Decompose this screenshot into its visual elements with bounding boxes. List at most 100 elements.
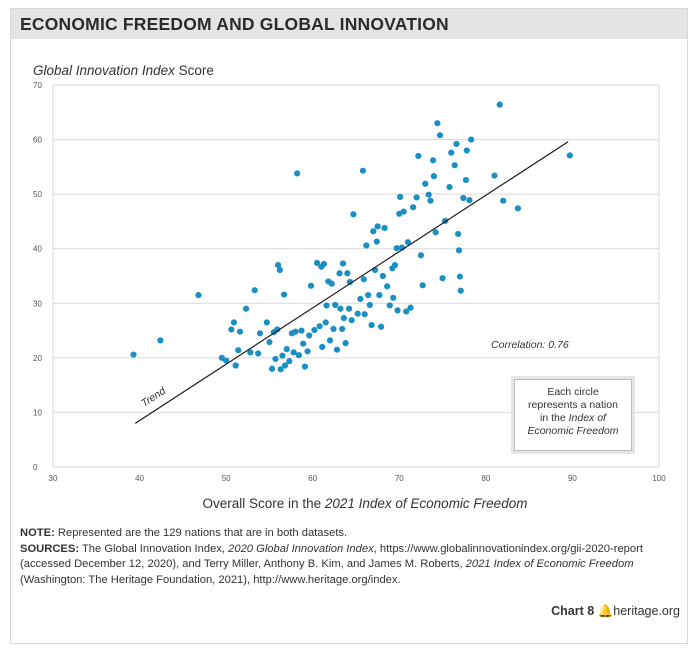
data-point <box>319 343 326 351</box>
legend-line-2: represents a nation <box>528 399 618 411</box>
data-point <box>359 167 367 174</box>
data-point <box>451 162 458 169</box>
data-point <box>378 323 385 330</box>
y-axis-title-rest: Score <box>174 63 214 78</box>
x-tick-label: 100 <box>652 474 666 483</box>
notes-block: NOTE: Represented are the 129 nations th… <box>20 526 660 588</box>
data-point <box>455 230 462 238</box>
chart-title: ECONOMIC FREEDOM AND GLOBAL INNOVATION <box>20 14 449 34</box>
data-point <box>400 208 407 215</box>
note-text: Represented are the 129 nations that are… <box>54 527 348 539</box>
data-point <box>339 260 347 267</box>
data-point <box>326 337 334 344</box>
data-point <box>360 276 367 283</box>
data-point <box>374 223 381 230</box>
sources-text-3: (Washington: The Heritage Foundation, 20… <box>20 573 401 586</box>
data-point <box>228 326 235 333</box>
data-point <box>463 147 470 154</box>
data-point <box>407 304 414 311</box>
data-point <box>232 362 239 369</box>
data-point <box>457 287 464 294</box>
data-point <box>311 326 318 334</box>
data-point <box>384 283 391 290</box>
y-tick-label: 50 <box>33 190 42 199</box>
data-point <box>320 260 328 268</box>
data-point <box>236 328 244 335</box>
data-point <box>337 305 344 312</box>
data-point <box>394 307 401 314</box>
data-point <box>368 322 375 329</box>
note-line: NOTE: Represented are the 129 nations th… <box>20 526 660 542</box>
data-point <box>430 173 438 180</box>
data-point <box>432 229 439 236</box>
data-point <box>279 352 286 359</box>
legend-line-5: Economic Freedom <box>527 425 619 437</box>
data-point <box>300 340 307 347</box>
data-point <box>266 338 273 346</box>
legend-box: Each circle represents a nation in the I… <box>514 379 632 451</box>
sources-line: SOURCES: The Global Innovation Index, 20… <box>20 542 660 589</box>
data-point <box>332 301 339 309</box>
data-point <box>370 228 377 235</box>
data-point <box>403 308 410 315</box>
data-point <box>393 245 400 252</box>
x-tick-label: 90 <box>568 474 577 483</box>
data-point <box>336 270 343 277</box>
y-tick-label: 0 <box>33 463 38 472</box>
data-point <box>425 191 432 198</box>
y-tick-label: 60 <box>33 136 42 145</box>
data-point <box>298 327 305 334</box>
data-point <box>283 346 290 353</box>
data-point <box>410 204 417 211</box>
x-tick-label: 60 <box>308 474 317 483</box>
data-point <box>290 349 297 356</box>
data-point <box>348 317 355 324</box>
sources-label: SOURCES: <box>20 542 80 555</box>
data-point <box>496 101 503 108</box>
data-point <box>419 282 426 289</box>
data-point <box>251 287 258 294</box>
data-point <box>453 140 460 148</box>
data-point <box>455 247 463 254</box>
y-axis-title-italic: Global Innovation Index <box>33 63 175 78</box>
data-point <box>286 358 293 365</box>
data-point <box>274 326 281 333</box>
data-point <box>417 252 425 259</box>
data-point <box>354 310 361 317</box>
title-bar: ECONOMIC FREEDOM AND GLOBAL INNOVATION <box>11 9 687 39</box>
data-point <box>230 319 238 326</box>
data-point <box>316 323 323 330</box>
data-point <box>255 350 262 357</box>
data-point <box>413 194 420 201</box>
data-point <box>429 157 437 164</box>
sources-italic-2: 2021 Index of Economic Freedom <box>465 558 634 570</box>
data-point <box>340 314 347 322</box>
data-point <box>295 352 302 359</box>
data-point <box>350 211 357 218</box>
sources-text-2: , https://www.globalinnovationindex.org/… <box>20 542 643 571</box>
site-link[interactable]: heritage.org <box>613 604 680 618</box>
data-point <box>466 197 473 204</box>
data-point <box>195 292 202 299</box>
data-point <box>346 278 354 286</box>
data-point <box>379 272 386 280</box>
data-point <box>427 197 434 204</box>
x-axis-title: Overall Score in the 2021 Index of Econo… <box>11 496 687 511</box>
data-point <box>274 261 282 269</box>
data-point <box>439 275 446 282</box>
data-point <box>491 172 498 179</box>
data-point <box>361 311 368 318</box>
data-point <box>272 355 279 363</box>
y-tick-label: 20 <box>33 354 42 363</box>
chart-number: Chart 8 <box>551 604 595 618</box>
data-point <box>381 224 388 232</box>
data-point <box>322 319 329 326</box>
data-point <box>566 152 573 159</box>
legend-line-1: Each circle <box>547 386 599 398</box>
data-point <box>391 261 399 269</box>
chart-credit: Chart 8 🔔heritage.org <box>551 604 680 619</box>
data-point <box>301 363 309 370</box>
data-point <box>345 305 353 312</box>
data-point <box>468 136 475 143</box>
data-point <box>294 170 301 177</box>
